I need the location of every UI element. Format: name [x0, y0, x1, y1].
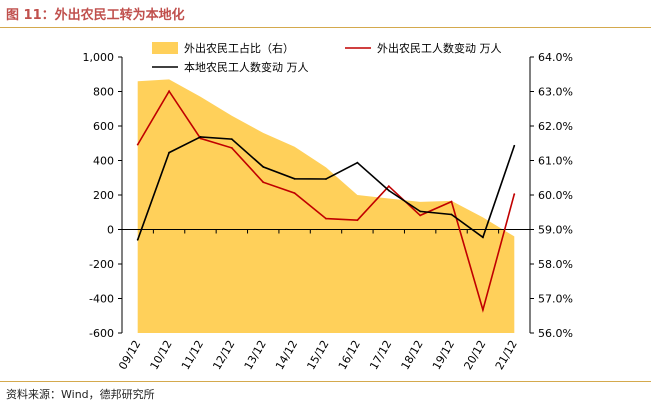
point-red: [513, 193, 516, 196]
y-right-tick-label: 63.0%: [538, 86, 573, 99]
y-left-tick-label: -400: [89, 293, 114, 306]
y-right-tick-label: 56.0%: [538, 327, 573, 340]
y-left-tick-label: 600: [93, 120, 114, 133]
point-black: [387, 189, 390, 192]
x-tick-label: 15/12: [304, 338, 331, 372]
y-right-tick-label: 60.0%: [538, 189, 573, 202]
y-right-tick-label: 61.0%: [538, 155, 573, 168]
point-black: [168, 151, 171, 154]
point-black: [482, 236, 484, 239]
x-tick-label: 13/12: [242, 338, 269, 372]
y-left-tick-label: 400: [93, 155, 114, 168]
legend: 外出农民工占比（右） 外出农民工人数变动 万人 本地农民工人数变动 万人: [152, 41, 502, 74]
x-tick-label: 17/12: [367, 338, 394, 372]
source-note: 资料来源：Wind，德邦研究所: [6, 388, 155, 401]
x-tick-label: 10/12: [148, 338, 175, 372]
lines-layer: [136, 89, 516, 313]
bottom-rule: [0, 381, 651, 382]
point-black: [325, 178, 327, 180]
point-black: [230, 138, 233, 141]
y-right-tick-label: 62.0%: [538, 120, 573, 133]
chart: 1,000 800 600 400 200 0 -200 -400 -600 64.0% 63.0%…: [83, 41, 573, 372]
y-left-tick-label: 800: [93, 86, 114, 99]
point-red: [168, 90, 171, 93]
point-black: [136, 238, 139, 241]
legend-label-black: 本地农民工人数变动 万人: [184, 60, 309, 74]
x-tick-label: 18/12: [399, 338, 426, 372]
point-black: [262, 166, 265, 168]
point-black: [199, 136, 202, 138]
x-tick-label: 19/12: [430, 338, 457, 372]
point-red: [356, 219, 359, 222]
figure-title: 图 11：外出农民工转为本地化: [6, 8, 185, 23]
x-tick-label: 11/12: [179, 338, 206, 372]
legend-label-area: 外出农民工占比（右）: [184, 41, 294, 55]
point-red: [262, 181, 265, 184]
point-black: [293, 177, 296, 180]
x-tick-label: 14/12: [273, 338, 300, 372]
x-tick-label: 12/12: [210, 338, 237, 372]
point-black: [419, 210, 422, 213]
x-tick-label: 20/12: [461, 338, 488, 372]
x-tick-label: 09/12: [116, 338, 143, 372]
point-red: [387, 185, 390, 188]
y-left-tick-label: -200: [89, 258, 114, 271]
y-left-tick-label: 1,000: [83, 51, 115, 64]
point-black: [513, 144, 516, 147]
top-rule: [0, 27, 651, 28]
y-left-tick-label: -600: [89, 327, 114, 340]
point-red: [450, 200, 453, 203]
point-red: [482, 309, 484, 311]
y-right-tick-label: 58.0%: [538, 258, 573, 271]
point-black: [356, 161, 359, 164]
point-red: [230, 147, 233, 149]
point-red: [419, 214, 422, 217]
y-right-tick-label: 59.0%: [538, 224, 573, 237]
y-right-tick-label: 64.0%: [538, 51, 573, 64]
area-series-share: [137, 79, 515, 334]
x-tick-label: 16/12: [336, 338, 363, 372]
point-black: [450, 213, 453, 216]
point-red: [325, 217, 327, 220]
y-left-tick-label: 0: [107, 224, 114, 237]
legend-label-red: 外出农民工人数变动 万人: [377, 41, 502, 55]
area-layer: [137, 79, 515, 334]
y-right-tick-label: 57.0%: [538, 293, 573, 306]
legend-swatch-area: [152, 42, 178, 54]
y-left-tick-label: 200: [93, 189, 114, 202]
x-tick-label: 21/12: [493, 338, 520, 372]
point-red: [293, 192, 296, 195]
point-red: [136, 143, 139, 146]
